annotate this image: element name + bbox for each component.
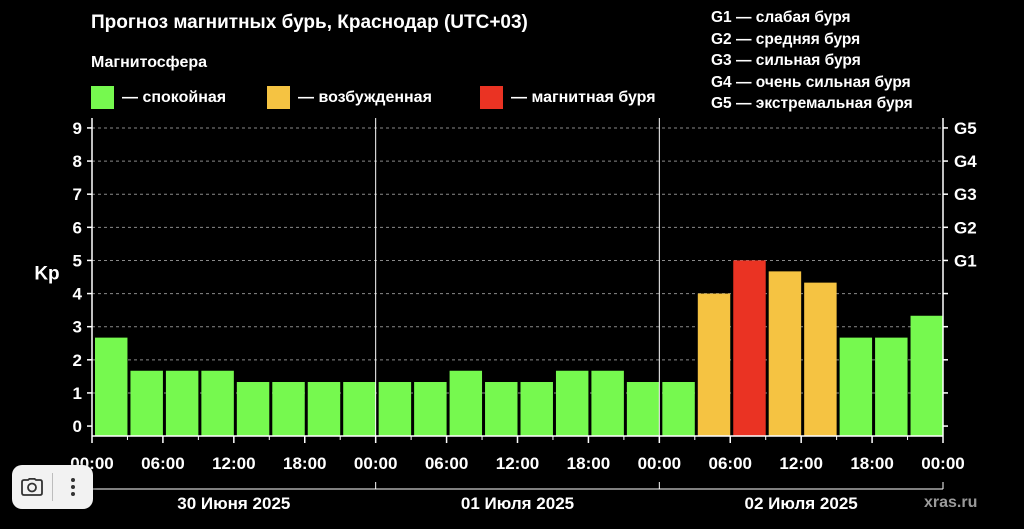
legend-item-quiet: — спокойная — [91, 86, 226, 109]
storm-level-g4: G4 — очень сильная буря — [711, 73, 911, 91]
legend-item-excited: — возбужденная — [267, 86, 432, 109]
day-label: 30 Июня 2025 — [177, 494, 290, 513]
legend-label-excited: — возбужденная — [298, 88, 432, 106]
legend-label-quiet: — спокойная — [122, 88, 227, 106]
x-tick-label: 00:00 — [638, 454, 681, 473]
kp-bar — [804, 282, 837, 436]
kp-bar — [662, 382, 695, 436]
day-label: 02 Июля 2025 — [745, 494, 858, 513]
kp-bar — [910, 315, 943, 436]
storm-level-g5: G5 — экстремальная буря — [711, 95, 913, 112]
x-tick-label: 18:00 — [850, 454, 893, 473]
storm-level-legend: G1 — слабая буря G2 — средняя буря G3 — … — [711, 7, 913, 115]
x-tick-label: 00:00 — [921, 454, 964, 473]
magnetosphere-title: Магнитосфера — [91, 54, 208, 71]
storm-level-g2: G2 — средняя буря — [711, 30, 861, 48]
kp-bar — [875, 337, 908, 436]
storm-level-g1: G1 — слабая буря — [711, 9, 851, 26]
kp-bar — [130, 370, 163, 436]
day-label: 01 Июля 2025 — [461, 494, 574, 513]
toolbar-divider — [52, 473, 53, 501]
legend-swatch-quiet — [91, 86, 114, 109]
kp-bar — [626, 382, 660, 436]
y-tick-label: 7 — [73, 185, 82, 204]
y-tick-label: 6 — [73, 218, 82, 237]
x-tick-label: 06:00 — [425, 454, 468, 473]
y-tick-label: 2 — [73, 351, 82, 370]
y-tick-label: 1 — [73, 384, 82, 403]
legend-swatch-storm — [480, 86, 503, 109]
kp-bar — [839, 337, 873, 436]
kp-bar — [236, 382, 270, 436]
legend-label-storm: — магнитная буря — [511, 88, 656, 106]
x-tick-label: 12:00 — [496, 454, 539, 473]
y-tick-label: 0 — [73, 417, 82, 436]
kp-bar — [165, 370, 199, 436]
y-tick-label: 9 — [73, 119, 82, 138]
x-tick-label: 12:00 — [212, 454, 255, 473]
more-options-button[interactable] — [53, 465, 93, 509]
kp-bar — [378, 382, 412, 436]
kp-bar — [414, 382, 447, 436]
kp-bar — [307, 382, 341, 436]
kp-bar — [555, 370, 589, 436]
camera-icon — [21, 478, 43, 496]
kp-bar — [343, 382, 376, 436]
screenshot-button[interactable] — [12, 465, 52, 509]
x-tick-label: 00:00 — [354, 454, 397, 473]
kp-bar — [591, 370, 624, 436]
kp-bar — [201, 370, 234, 436]
x-tick-label: 12:00 — [779, 454, 822, 473]
y-tick-label: 3 — [73, 318, 82, 337]
more-vertical-icon — [71, 478, 75, 496]
kp-bar — [485, 382, 518, 436]
legend-swatch-excited — [267, 86, 290, 109]
legend-item-storm: — магнитная буря — [480, 86, 656, 109]
kp-bar — [733, 260, 766, 436]
kp-bar — [272, 382, 305, 436]
site-credit: xras.ru — [924, 494, 978, 511]
x-tick-label: 18:00 — [567, 454, 610, 473]
kp-bar — [520, 382, 553, 436]
storm-level-tick-label: G1 — [954, 251, 977, 270]
chart-title: Прогноз магнитных бурь, Краснодар (UTC+0… — [91, 12, 528, 33]
y-tick-label: 5 — [73, 251, 82, 270]
y-tick-label: 8 — [73, 152, 82, 171]
image-toolbar — [12, 465, 93, 509]
x-tick-label: 18:00 — [283, 454, 326, 473]
kp-bar — [768, 271, 802, 436]
storm-level-tick-label: G3 — [954, 185, 977, 204]
kp-bar — [449, 370, 483, 436]
y-axis-label: Kp — [34, 264, 59, 285]
storm-level-tick-label: G2 — [954, 218, 977, 237]
storm-level-tick-label: G5 — [954, 119, 977, 138]
storm-level-tick-label: G4 — [954, 152, 977, 171]
kp-bar — [697, 293, 731, 436]
x-tick-label: 06:00 — [709, 454, 752, 473]
x-tick-label: 06:00 — [141, 454, 184, 473]
storm-level-g3: G3 — сильная буря — [711, 52, 861, 69]
y-tick-label: 4 — [73, 285, 83, 304]
kp-bar — [95, 337, 128, 436]
